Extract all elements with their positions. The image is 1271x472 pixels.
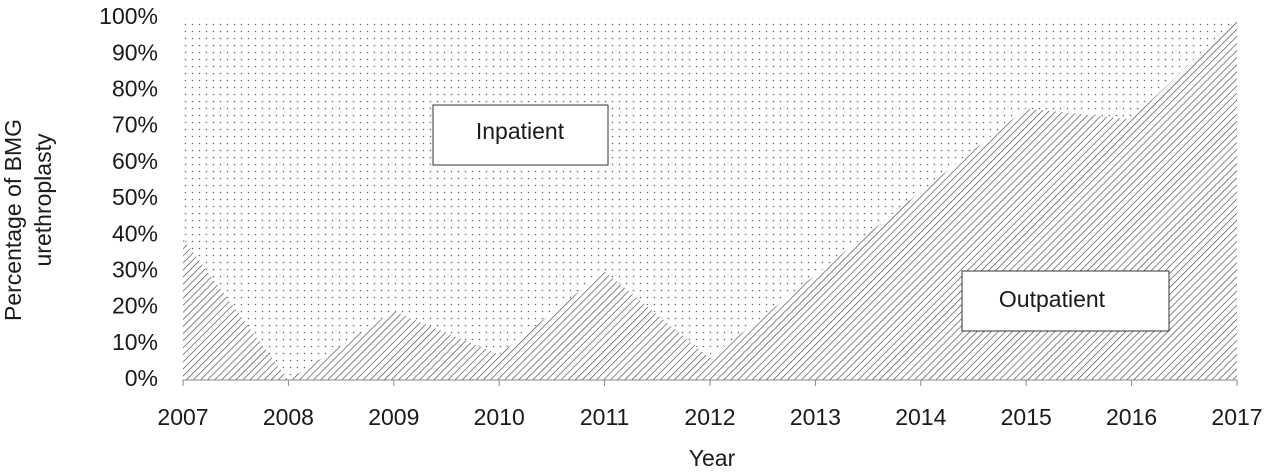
x-tick-label: 2016 — [1106, 404, 1157, 430]
y-axis-title: urethroplasty — [30, 133, 56, 266]
y-tick-label: 80% — [112, 75, 158, 101]
x-tick-label: 2012 — [684, 404, 735, 430]
y-axis-title: Percentage of BMG — [0, 119, 26, 321]
x-tick-label: 2017 — [1211, 404, 1262, 430]
y-tick-label: 20% — [112, 293, 158, 319]
y-tick-label: 10% — [112, 329, 158, 355]
y-tick-label: 40% — [112, 220, 158, 246]
y-tick-label: 50% — [112, 184, 158, 210]
x-tick-label: 2010 — [474, 404, 525, 430]
y-tick-label: 30% — [112, 256, 158, 282]
legend-label: Inpatient — [476, 118, 565, 144]
x-tick-label: 2009 — [368, 404, 419, 430]
legend-label: Outpatient — [999, 286, 1106, 312]
x-tick-label: 2014 — [895, 404, 946, 430]
y-tick-label: 60% — [112, 148, 158, 174]
y-tick-label: 90% — [112, 39, 158, 65]
x-tick-label: 2007 — [157, 404, 208, 430]
y-tick-label: 100% — [99, 3, 158, 29]
y-tick-label: 0% — [125, 365, 158, 391]
legend-box: Inpatient — [432, 104, 609, 166]
y-tick-label: 70% — [112, 112, 158, 138]
legend-box: Outpatient — [961, 270, 1170, 332]
x-tick-label: 2011 — [580, 404, 629, 430]
x-tick-label: 2015 — [1001, 404, 1052, 430]
x-tick-label: 2013 — [790, 404, 841, 430]
x-axis-title: Year — [689, 445, 736, 471]
x-tick-label: 2008 — [263, 404, 314, 430]
